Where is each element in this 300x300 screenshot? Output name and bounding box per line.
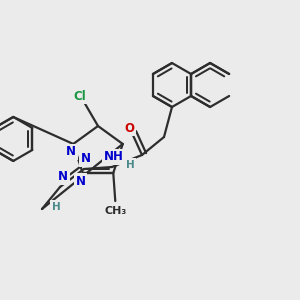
Text: H: H: [52, 202, 60, 212]
Text: O: O: [124, 122, 134, 134]
Text: N: N: [66, 146, 76, 158]
Text: H: H: [126, 160, 134, 170]
Text: NH: NH: [104, 151, 124, 164]
Text: N: N: [81, 152, 91, 166]
Text: N: N: [76, 175, 86, 188]
Text: Cl: Cl: [74, 89, 86, 103]
Text: CH₃: CH₃: [104, 206, 126, 216]
Text: N: N: [58, 170, 68, 184]
